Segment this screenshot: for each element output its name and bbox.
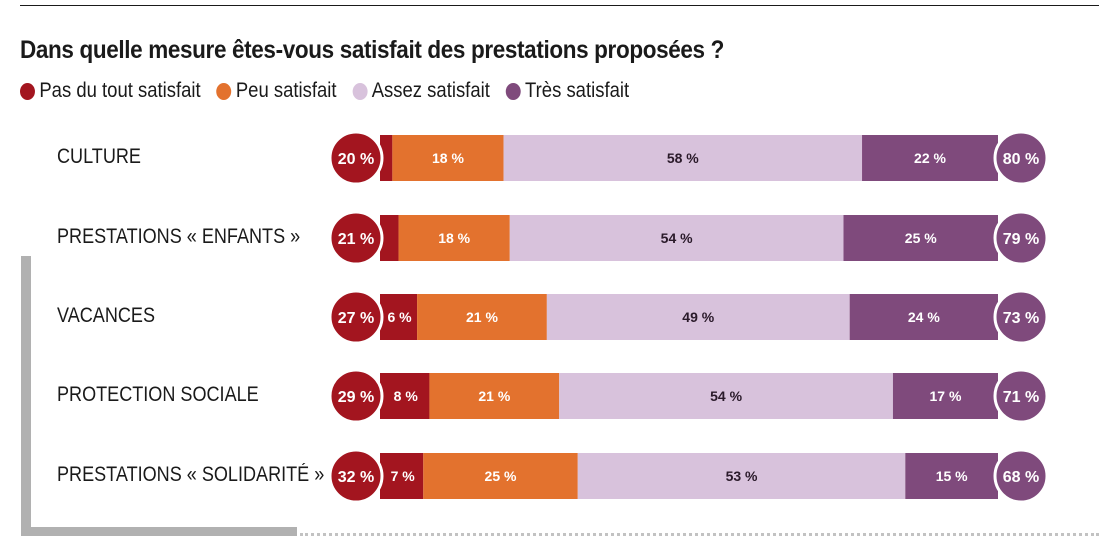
total-satisfied-circle <box>993 289 1049 345</box>
total-satisfied-label: 73 % <box>1003 310 1039 327</box>
legend-item-assez-satisfait: Assez satisfait <box>352 79 490 103</box>
bar-row: 18 % 58 % 22 % 20 % 80 % <box>328 130 1049 186</box>
total-unsatisfied-label: 20 % <box>338 151 374 168</box>
bar-value-label: 24 % <box>908 309 940 325</box>
category-label-solidarite: PRESTATIONS « SOLIDARITÉ » <box>57 463 325 486</box>
bar-value-label: 53 % <box>726 468 758 484</box>
category-label-vacances: VACANCES <box>57 304 156 327</box>
bar-segment-pas-du-tout-satisfait <box>380 294 418 340</box>
legend-swatch-pas-du-tout-satisfait <box>20 82 35 100</box>
bar-row: 6 % 21 % 49 % 24 % 27 % 73 % <box>328 289 1049 345</box>
chart-title: Dans quelle mesure êtes-vous satisfait d… <box>20 36 724 64</box>
bar-value-label: 54 % <box>710 388 742 404</box>
bar-value-label: 7 % <box>391 468 416 484</box>
bar-value-label: 58 % <box>667 150 699 166</box>
total-unsatisfied-circle <box>328 130 384 186</box>
bar-row: 18 % 54 % 25 % 21 % 79 % <box>328 210 1049 266</box>
bar-segment-tres-satisfait <box>905 453 998 499</box>
legend-item-tres-satisfait: Très satisfait <box>505 79 630 103</box>
legend-swatch-assez-satisfait <box>352 82 368 100</box>
decorative-bracket-horizontal <box>21 527 297 536</box>
legend: Pas du tout satisfait Peu satisfait Asse… <box>20 79 645 103</box>
total-satisfied-circle <box>993 368 1049 424</box>
bar-segment-tres-satisfait <box>843 215 998 261</box>
category-label-enfants: PRESTATIONS « ENFANTS » <box>57 225 301 248</box>
bar-value-label: 49 % <box>682 309 714 325</box>
total-unsatisfied-circle <box>328 210 384 266</box>
total-unsatisfied-label: 27 % <box>338 310 374 327</box>
legend-label: Peu satisfait <box>235 79 337 102</box>
bar-value-label: 18 % <box>432 150 464 166</box>
total-satisfied-label: 79 % <box>1003 231 1039 248</box>
bar-segment-peu-satisfait <box>417 294 547 340</box>
bar-segment-assez-satisfait <box>546 294 850 340</box>
bar-segment-assez-satisfait <box>509 215 844 261</box>
legend-label: Pas du tout satisfait <box>39 79 201 102</box>
bar-value-label: 18 % <box>438 230 470 246</box>
bar-row: 7 % 25 % 53 % 15 % 32 % 68 % <box>328 448 1049 504</box>
bar-value-label: 22 % <box>914 150 946 166</box>
bar-segment-pas-du-tout-satisfait <box>380 453 424 499</box>
bar-segment-assez-satisfait <box>503 135 863 181</box>
total-satisfied-circle <box>993 448 1049 504</box>
bar-segment-tres-satisfait <box>849 294 998 340</box>
total-unsatisfied-circle <box>328 368 384 424</box>
bar-segment-peu-satisfait <box>392 135 504 181</box>
legend-item-peu-satisfait: Peu satisfait <box>216 79 337 103</box>
bar-value-label: 25 % <box>485 468 517 484</box>
bar-segment-assez-satisfait <box>577 453 906 499</box>
bar-segment-peu-satisfait <box>398 215 510 261</box>
bar-value-label: 21 % <box>478 388 510 404</box>
category-label-culture: CULTURE <box>57 145 141 168</box>
total-satisfied-label: 80 % <box>1003 151 1039 168</box>
bar-segment-tres-satisfait <box>862 135 998 181</box>
total-satisfied-label: 71 % <box>1003 389 1039 406</box>
total-unsatisfied-label: 32 % <box>338 469 374 486</box>
bar-segment-pas-du-tout-satisfait <box>380 373 430 419</box>
legend-item-pas-du-tout-satisfait: Pas du tout satisfait <box>20 79 201 103</box>
category-label-protection-sociale: PROTECTION SOCIALE <box>57 383 259 406</box>
decorative-bracket-vertical <box>21 256 31 535</box>
bar-value-label: 15 % <box>936 468 968 484</box>
total-satisfied-circle <box>993 210 1049 266</box>
bar-value-label: 25 % <box>905 230 937 246</box>
bar-row: 8 % 21 % 54 % 17 % 29 % 71 % <box>328 368 1049 424</box>
legend-swatch-peu-satisfait <box>216 82 232 100</box>
total-satisfied-circle <box>993 130 1049 186</box>
legend-swatch-tres-satisfait <box>505 82 521 100</box>
bar-value-label: 54 % <box>661 230 693 246</box>
bar-segment-peu-satisfait <box>423 453 578 499</box>
total-unsatisfied-circle <box>328 448 384 504</box>
bar-value-label: 8 % <box>394 388 419 404</box>
total-unsatisfied-label: 21 % <box>338 231 374 248</box>
dotted-divider <box>300 533 1099 536</box>
bar-segment-peu-satisfait <box>429 373 560 419</box>
bar-value-label: 17 % <box>930 388 962 404</box>
legend-label: Assez satisfait <box>371 79 490 102</box>
bar-segment-pas-du-tout-satisfait <box>380 135 393 181</box>
total-unsatisfied-circle <box>328 289 384 345</box>
bar-value-label: 21 % <box>466 309 498 325</box>
bar-segment-tres-satisfait <box>892 373 998 419</box>
bar-segment-pas-du-tout-satisfait <box>380 215 399 261</box>
bar-segment-assez-satisfait <box>559 373 893 419</box>
legend-label: Très satisfait <box>525 79 630 102</box>
total-satisfied-label: 68 % <box>1003 469 1039 486</box>
bar-value-label: 6 % <box>387 309 412 325</box>
top-rule <box>20 5 1099 6</box>
total-unsatisfied-label: 29 % <box>338 389 374 406</box>
